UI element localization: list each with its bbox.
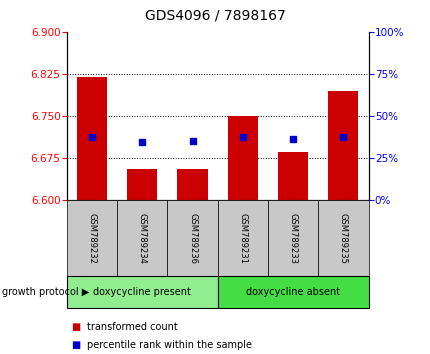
Text: doxycycline present: doxycycline present (93, 287, 191, 297)
Text: GSM789233: GSM789233 (288, 212, 297, 264)
Bar (328, 91, 358, 200)
Text: growth protocol ▶: growth protocol ▶ (2, 287, 89, 297)
Bar (177, 169, 207, 200)
Bar (227, 116, 257, 200)
Text: GSM789235: GSM789235 (338, 213, 347, 263)
Text: ■: ■ (71, 340, 80, 350)
Text: doxycycline absent: doxycycline absent (246, 287, 339, 297)
Bar (77, 77, 107, 200)
Text: GSM789232: GSM789232 (87, 213, 96, 263)
Bar (277, 152, 307, 200)
Text: ■: ■ (71, 322, 80, 332)
Text: GSM789231: GSM789231 (238, 213, 247, 263)
Text: transformed count: transformed count (87, 322, 178, 332)
Text: GSM789234: GSM789234 (138, 213, 146, 263)
Text: GDS4096 / 7898167: GDS4096 / 7898167 (145, 9, 285, 23)
Text: percentile rank within the sample: percentile rank within the sample (87, 340, 252, 350)
Bar (127, 169, 157, 200)
Text: GSM789236: GSM789236 (187, 212, 197, 264)
